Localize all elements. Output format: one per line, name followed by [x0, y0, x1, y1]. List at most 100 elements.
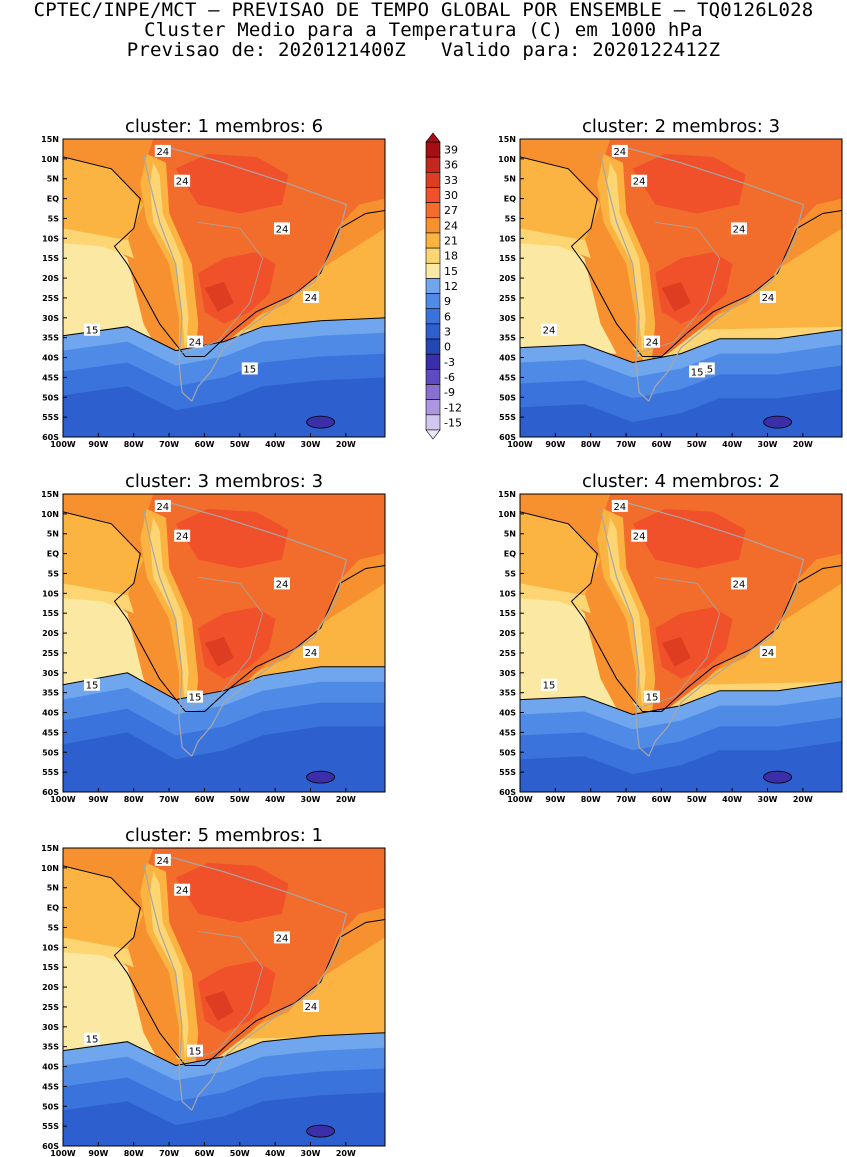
svg-text:15: 15: [691, 367, 704, 378]
colorbar-label: -9: [444, 386, 455, 399]
contour-label: 24: [730, 222, 747, 235]
lon-tick-label: 30W: [758, 440, 778, 449]
isotherm-24: [520, 511, 842, 712]
colorbar-label: 0: [444, 341, 451, 354]
coastline: [159, 144, 348, 402]
map-frame: [519, 493, 843, 793]
lat-tick-label: 15S: [42, 609, 59, 618]
lat-tick-label: EQ: [47, 904, 59, 913]
lat-tick-label: 60S: [499, 433, 516, 442]
svg-text:24: 24: [156, 147, 169, 158]
panel-header: cluster: 1 membros: 6: [125, 116, 323, 137]
lat-tick-label: 5S: [48, 923, 60, 932]
border-line: [178, 577, 264, 709]
lat-tick-label: 40S: [42, 1063, 59, 1072]
colorbar-min-arrow: [425, 429, 441, 440]
svg-text:24: 24: [189, 338, 202, 349]
colorbar-label: -6: [444, 371, 455, 384]
colorbar-label: -3: [444, 356, 455, 369]
lon-tick-label: 70W: [616, 440, 636, 449]
lat-tick-label: 50S: [499, 393, 516, 402]
lat-tick-label: 30S: [499, 669, 516, 678]
colorbar-label: 30: [444, 189, 458, 202]
title-line-2: Cluster Medio para a Temperatura (C) em …: [144, 19, 703, 41]
lon-tick-label: 70W: [616, 795, 636, 804]
colorbar-swatch: [425, 399, 441, 416]
lon-tick-label: 50W: [230, 440, 250, 449]
colorbar-swatch: [425, 172, 441, 188]
contour-label: 15: [689, 365, 706, 378]
svg-text:24: 24: [733, 224, 746, 235]
lat-tick-label: 5S: [48, 569, 60, 578]
lat-tick-label: 10N: [41, 155, 59, 164]
svg-text:24: 24: [646, 338, 659, 349]
colorbar-swatch: [425, 369, 441, 385]
map-frame: [62, 493, 386, 793]
lat-tick-label: 40S: [42, 709, 59, 718]
lon-tick-label: 60W: [194, 1149, 214, 1157]
contour-label: 24: [611, 499, 628, 513]
colorbar-swatch: [425, 141, 441, 158]
lat-tick-label: 55S: [499, 413, 516, 422]
lon-tick-label: 40W: [722, 795, 742, 804]
lat-tick-label: 45S: [42, 373, 59, 382]
contour-label: 24: [187, 335, 204, 349]
map-panel-3: cluster: 3 membros: 3 24 24 24 24 15 15 15N 10N 5…: [41, 471, 386, 804]
lat-tick-label: EQ: [504, 550, 516, 559]
lon-tick-label: 20W: [336, 440, 356, 449]
lat-tick-label: 40S: [42, 354, 59, 363]
contour-label: 24: [154, 499, 171, 513]
svg-text:24: 24: [633, 177, 646, 188]
lat-tick-label: 50S: [42, 393, 59, 402]
lat-tick-label: 30S: [42, 669, 59, 678]
lon-tick-label: 80W: [581, 795, 601, 804]
svg-text:24: 24: [276, 933, 289, 944]
lat-tick-label: 40S: [499, 709, 516, 718]
lon-tick-label: 100W: [507, 795, 533, 804]
lat-tick-label: 20S: [42, 274, 59, 283]
contour-label: 15: [187, 690, 204, 704]
contour-label: 24: [174, 174, 191, 188]
svg-text:15: 15: [700, 364, 713, 375]
isotherm-15: [63, 666, 385, 701]
map-panel-4: cluster: 4 membros: 2 24 24 24 24 15 15 15N 10N 5…: [498, 471, 843, 804]
lat-tick-label: 5N: [47, 530, 59, 539]
contour-label: 24: [611, 144, 628, 158]
coastline: [616, 499, 805, 757]
lat-tick-label: 15N: [41, 490, 59, 499]
contour-label: 15: [83, 678, 100, 692]
lat-tick-label: 30S: [499, 314, 516, 323]
lat-tick-label: 5N: [504, 175, 516, 184]
lat-tick-label: 50S: [42, 748, 59, 757]
coastline: [159, 499, 348, 757]
colorbar-label: 33: [444, 174, 458, 187]
panel-header: cluster: 5 membros: 1: [125, 825, 323, 846]
colorbar-swatch: [425, 156, 441, 173]
lat-tick-label: EQ: [504, 195, 516, 204]
cold-band: [520, 389, 842, 437]
contour-label: 24: [154, 853, 171, 867]
lat-tick-label: 25S: [499, 649, 516, 658]
lat-tick-label: 60S: [42, 788, 59, 797]
lon-tick-label: 100W: [50, 795, 76, 804]
lon-tick-label: 20W: [793, 440, 813, 449]
contour-label: 24: [302, 290, 319, 304]
contour-label: 24: [174, 529, 191, 543]
lat-tick-label: 10S: [42, 943, 59, 952]
lat-tick-label: 35S: [499, 689, 516, 698]
lon-tick-label: 30W: [301, 1149, 321, 1157]
isotherm-24: [63, 865, 385, 1066]
colorbar-label: 21: [444, 235, 458, 248]
contour-label: 24: [273, 577, 290, 590]
svg-text:15: 15: [243, 364, 256, 375]
svg-text:24: 24: [613, 502, 626, 513]
map-frame: [62, 138, 386, 438]
map-frame: [519, 138, 843, 438]
border-line: [178, 931, 264, 1063]
isotherm-15: [520, 329, 842, 364]
lon-tick-label: 80W: [124, 795, 144, 804]
svg-text:24: 24: [276, 579, 289, 590]
